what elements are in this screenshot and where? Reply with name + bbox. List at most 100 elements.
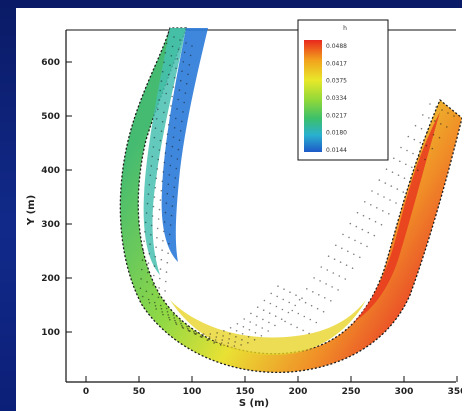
vector-dot — [162, 240, 164, 242]
vector-dot — [393, 157, 395, 160]
vector-dot — [176, 58, 179, 60]
vector-dot — [182, 61, 185, 63]
vector-dot — [168, 316, 170, 319]
vector-dot — [208, 336, 211, 338]
vector-dot — [164, 211, 167, 214]
axes — [65, 29, 456, 383]
vector-dot — [241, 333, 244, 335]
y-ticks: 600 500 400 300 200 100 — [41, 58, 72, 338]
vector-dot — [242, 326, 245, 328]
vector-dot — [159, 277, 161, 280]
vector-dot — [171, 145, 174, 148]
vector-dot — [276, 295, 279, 298]
vector-dot — [288, 301, 291, 304]
deep-core-region — [354, 112, 440, 322]
vector-dot — [400, 146, 402, 149]
vector-dot — [240, 344, 242, 346]
vector-dot — [169, 224, 172, 226]
vector-dot — [385, 168, 388, 170]
vector-dot — [160, 189, 163, 192]
vector-dot — [438, 136, 441, 139]
vector-dot — [312, 291, 314, 293]
vector-dot — [325, 283, 327, 285]
vector-dot — [267, 330, 270, 332]
vector-dot — [209, 333, 212, 335]
vector-dot — [170, 155, 173, 157]
vector-dot — [168, 174, 171, 176]
vector-dot — [150, 234, 152, 236]
vector-dot — [396, 188, 399, 190]
vector-dot — [172, 195, 175, 198]
vector-dot — [154, 305, 157, 307]
vector-dot — [298, 298, 301, 301]
vector-dot — [173, 186, 176, 189]
vector-dot — [155, 118, 158, 120]
vector-dot — [169, 114, 171, 117]
vector-dot — [157, 158, 160, 161]
vector-dot — [333, 258, 336, 261]
vector-dot — [313, 277, 315, 279]
vector-dot — [175, 167, 178, 170]
y-tick-label: 400 — [41, 166, 60, 176]
vector-dot — [148, 252, 151, 255]
vector-dot — [402, 191, 405, 193]
vector-dot — [236, 323, 239, 325]
vector-dot — [161, 121, 164, 123]
channel-boundary — [119, 27, 462, 374]
vector-dot — [166, 83, 169, 85]
vector-dot — [165, 271, 168, 273]
vector-dot — [403, 177, 406, 179]
vector-dot — [156, 237, 158, 239]
vector-dot — [144, 231, 146, 233]
vector-dot — [342, 233, 344, 236]
vector-dot — [339, 261, 342, 264]
vector-dot — [426, 130, 429, 133]
vector-dot — [158, 149, 161, 151]
vector-dot — [178, 139, 181, 141]
vector-dot — [167, 183, 170, 186]
vector-dot — [151, 293, 154, 296]
shallow-region — [161, 28, 208, 262]
vector-dot — [214, 339, 217, 341]
vector-dot — [319, 280, 321, 282]
vector-dot — [424, 158, 426, 161]
vector-dot — [161, 249, 163, 251]
vector-dot — [344, 278, 347, 280]
vector-dot — [177, 98, 179, 101]
vector-dot — [150, 165, 153, 167]
vector-dot — [359, 256, 361, 259]
vector-dot — [256, 315, 258, 318]
vector-dot — [166, 133, 169, 135]
x-tick-label: 300 — [395, 387, 414, 397]
vector-dot — [362, 214, 365, 217]
vector-dot — [432, 133, 435, 136]
x-ticks: 0 50 100 150 200 250 300 350 — [83, 376, 462, 397]
vector-dot — [310, 304, 313, 307]
vector-dot — [274, 315, 277, 318]
vector-dot — [229, 327, 232, 329]
vector-dot — [383, 196, 385, 198]
vector-dot — [170, 105, 172, 107]
vector-dot — [397, 174, 400, 176]
legend-entry: 0.0417 — [326, 60, 347, 67]
vector-dot — [153, 265, 156, 267]
vector-dot — [159, 89, 161, 92]
vector-dot — [409, 180, 412, 182]
vector-dot — [169, 164, 172, 167]
vector-dot — [162, 230, 165, 233]
vector-dot — [179, 79, 182, 82]
vector-dot — [345, 264, 348, 267]
vector-dot — [281, 308, 284, 311]
vector-dot — [183, 51, 186, 54]
vector-dot — [169, 64, 171, 67]
vector-dot — [223, 330, 225, 332]
vector-dot — [185, 42, 187, 44]
vector-dot — [366, 245, 368, 248]
vector-dot — [216, 332, 218, 334]
vector-dot — [347, 250, 349, 253]
x-tick-label: 350 — [448, 387, 462, 397]
vector-dot — [167, 314, 169, 316]
vector-dot — [418, 155, 420, 158]
x-tick-label: 150 — [236, 387, 255, 397]
